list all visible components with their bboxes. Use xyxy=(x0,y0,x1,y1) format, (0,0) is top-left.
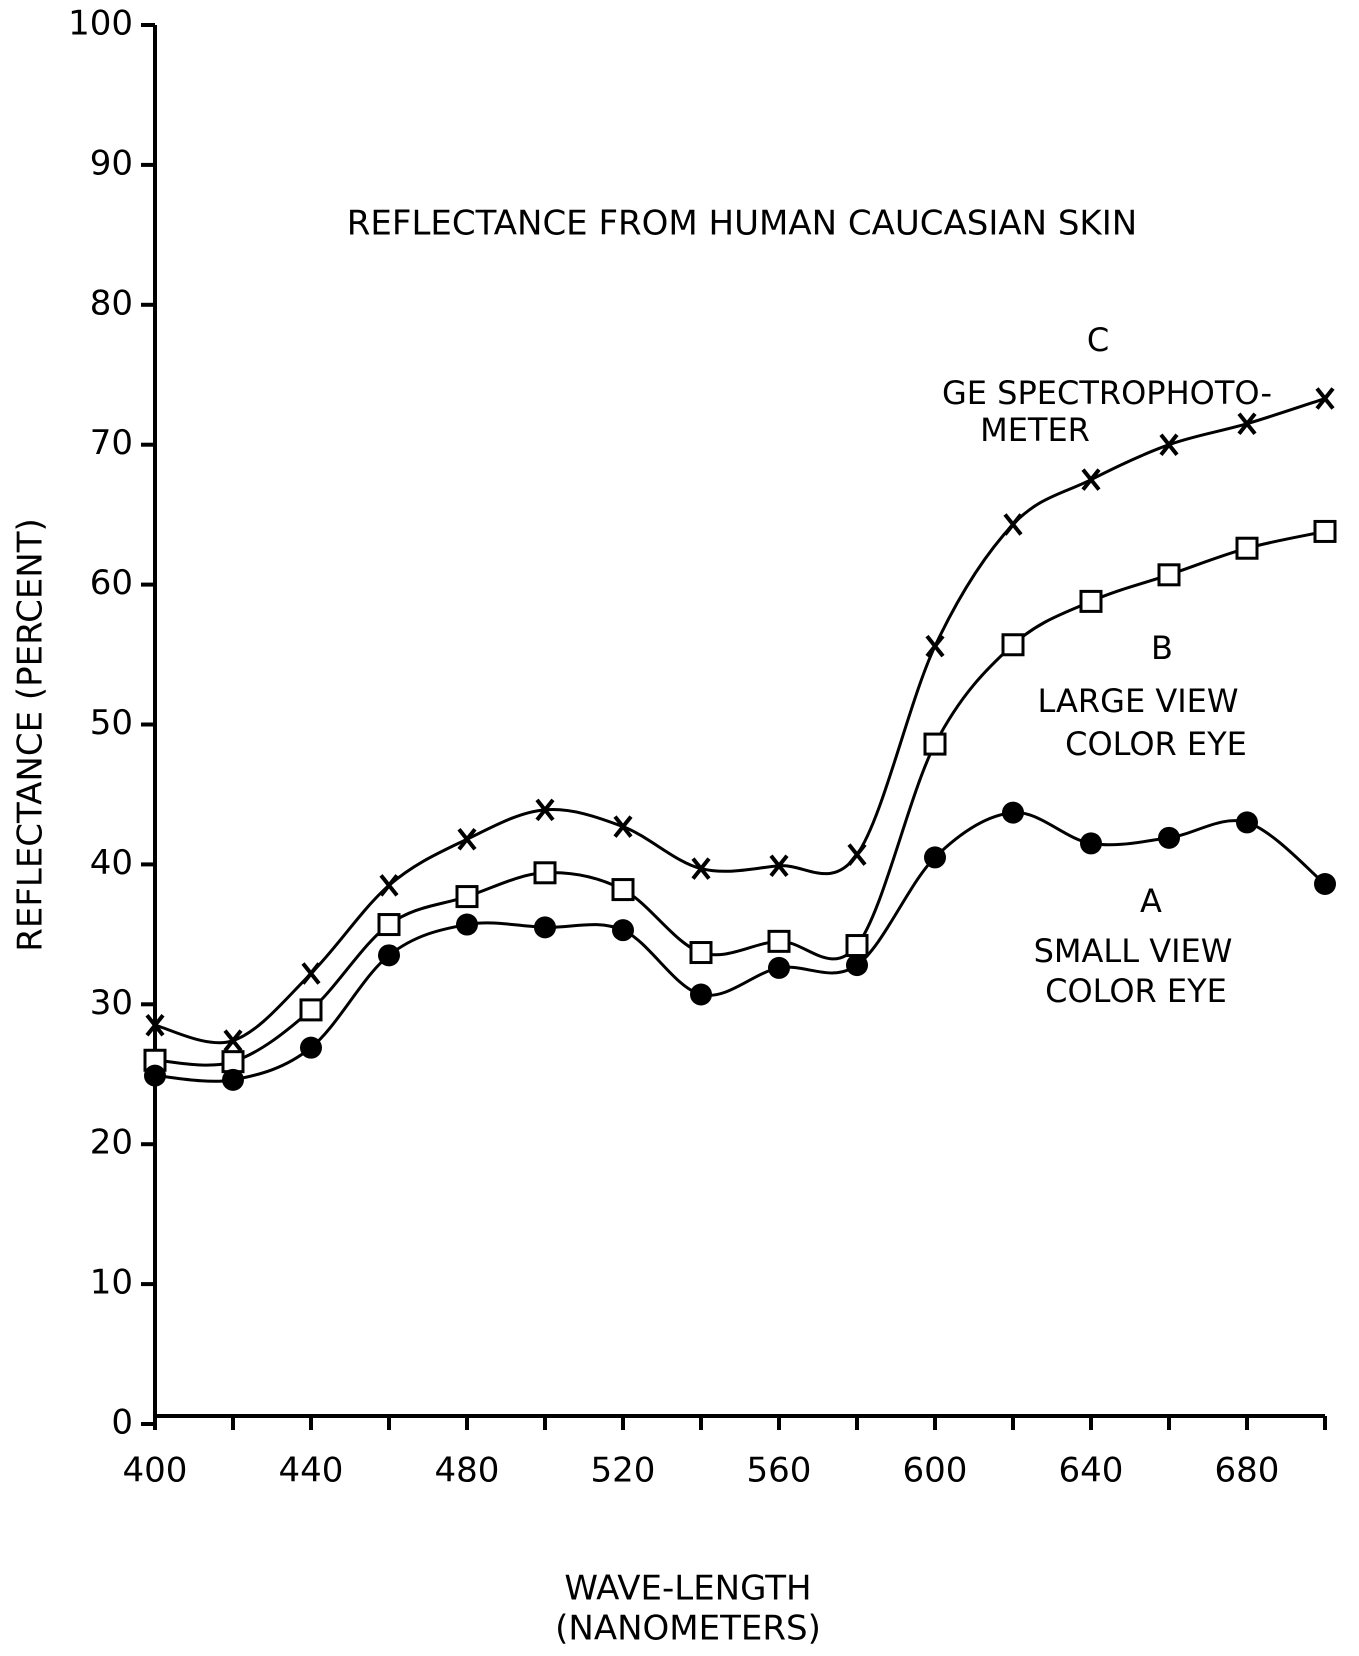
x-tick-label: 560 xyxy=(747,1451,812,1491)
point xyxy=(1159,433,1179,456)
point xyxy=(377,913,401,937)
point xyxy=(846,954,868,977)
point xyxy=(379,874,399,897)
y-tick-label: 60 xyxy=(90,563,133,603)
y-tick-label: 0 xyxy=(111,1403,133,1443)
point xyxy=(691,857,711,880)
point xyxy=(457,827,477,851)
point xyxy=(768,956,790,979)
y-tick-label: 90 xyxy=(90,143,133,183)
series-name: C xyxy=(1087,321,1109,359)
x-tick-label: 520 xyxy=(591,1451,656,1491)
y-tick-label: 70 xyxy=(90,423,133,463)
x-tick-label: 640 xyxy=(1059,1451,1124,1491)
x-tick-label: 440 xyxy=(279,1451,344,1491)
point xyxy=(1079,589,1103,613)
point xyxy=(299,998,323,1022)
y-tick-label: 20 xyxy=(90,1123,133,1163)
series-label: COLOR EYE xyxy=(1045,972,1227,1010)
point xyxy=(1080,832,1102,855)
x-tick-label: 400 xyxy=(123,1451,188,1491)
point xyxy=(1236,811,1258,834)
point xyxy=(1315,387,1335,410)
point xyxy=(456,913,478,936)
point xyxy=(1001,633,1025,657)
y-tick-label: 40 xyxy=(90,843,133,883)
series-label: METER xyxy=(980,411,1090,449)
point xyxy=(689,941,713,965)
point xyxy=(222,1068,244,1091)
point xyxy=(1003,513,1023,536)
point xyxy=(1081,468,1101,491)
series-line xyxy=(154,397,1326,1045)
point xyxy=(145,1014,165,1037)
series-label: COLOR EYE xyxy=(1065,725,1247,763)
point xyxy=(1157,563,1181,587)
point xyxy=(221,1050,245,1074)
x-tick-label: 680 xyxy=(1215,1451,1280,1491)
point xyxy=(845,934,869,958)
point xyxy=(690,983,712,1006)
series-line xyxy=(154,811,1326,1083)
series-name: B xyxy=(1151,629,1173,667)
point xyxy=(144,1064,166,1087)
point xyxy=(535,798,555,822)
point xyxy=(925,634,945,658)
point xyxy=(1235,536,1259,560)
point xyxy=(924,846,946,869)
y-axis-label: REFLECTANCE (PERCENT) xyxy=(11,518,51,952)
y-tick-label: 100 xyxy=(68,4,133,44)
point xyxy=(613,815,633,838)
series-label: GE SPECTROPHOTO- xyxy=(942,374,1272,412)
point xyxy=(301,962,321,985)
point xyxy=(455,885,479,909)
series-name: A xyxy=(1140,882,1162,920)
series-label: LARGE VIEW xyxy=(1037,682,1238,720)
point xyxy=(923,732,947,756)
point xyxy=(767,929,791,953)
chart-title: REFLECTANCE FROM HUMAN CAUCASIAN SKIN xyxy=(347,204,1137,244)
point xyxy=(223,1029,243,1052)
x-axis-label: WAVE-LENGTH xyxy=(564,1569,811,1609)
point xyxy=(1002,801,1024,824)
x-tick-label: 600 xyxy=(903,1451,968,1491)
y-tick-label: 50 xyxy=(90,703,133,743)
point xyxy=(1237,412,1257,435)
point xyxy=(1313,519,1337,543)
point xyxy=(769,854,789,878)
point xyxy=(300,1036,322,1059)
y-tick-label: 10 xyxy=(90,1263,133,1303)
series-line xyxy=(154,529,1326,1067)
point xyxy=(612,919,634,942)
x-axis-label: (NANOMETERS) xyxy=(555,1609,821,1649)
series-label: SMALL VIEW xyxy=(1034,932,1233,970)
point xyxy=(533,861,557,885)
x-tick-label: 480 xyxy=(435,1451,500,1491)
point xyxy=(847,843,867,866)
point xyxy=(534,916,556,939)
y-tick-label: 80 xyxy=(90,283,133,323)
point xyxy=(1158,826,1180,849)
point xyxy=(611,878,635,902)
point xyxy=(378,944,400,967)
point xyxy=(1314,872,1336,895)
y-tick-label: 30 xyxy=(90,983,133,1023)
